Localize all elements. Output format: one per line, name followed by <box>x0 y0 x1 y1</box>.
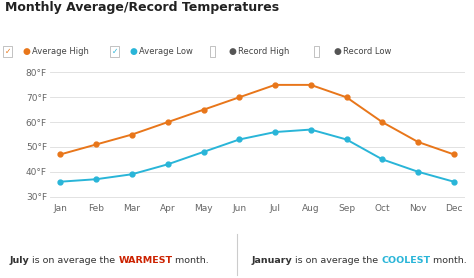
Text: is on average the: is on average the <box>292 257 381 265</box>
Text: ●: ● <box>333 47 341 56</box>
Text: Average High: Average High <box>32 47 89 56</box>
Text: ●: ● <box>23 47 31 56</box>
Text: Average Low: Average Low <box>139 47 193 56</box>
Text: January: January <box>251 257 292 265</box>
Text: WARMEST: WARMEST <box>118 257 173 265</box>
Text: is on average the: is on average the <box>29 257 118 265</box>
Text: Record Low: Record Low <box>343 47 391 56</box>
Text: July: July <box>9 257 29 265</box>
Text: Monthly Average/Record Temperatures: Monthly Average/Record Temperatures <box>5 1 279 14</box>
Text: month.: month. <box>430 257 467 265</box>
Text: ●: ● <box>129 47 137 56</box>
Text: COOLEST: COOLEST <box>381 257 430 265</box>
Text: month.: month. <box>173 257 209 265</box>
Text: ✓: ✓ <box>5 47 11 56</box>
Text: ●: ● <box>229 47 237 56</box>
Text: Record High: Record High <box>238 47 290 56</box>
Text: ✓: ✓ <box>111 47 118 56</box>
